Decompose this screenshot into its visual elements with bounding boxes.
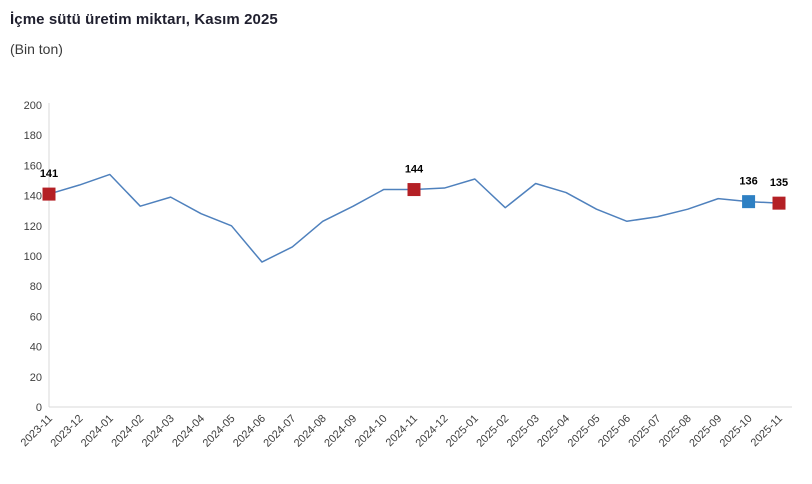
data-label: 141 [40,168,58,180]
data-label: 144 [405,164,424,176]
y-tick-label: 120 [24,221,42,233]
x-tick-label: 2025-03 [505,413,542,450]
highlight-marker [42,187,56,201]
x-tick-label: 2024-09 [322,413,359,450]
y-tick-label: 200 [24,100,42,112]
y-tick-label: 100 [24,251,42,263]
x-tick-label: 2024-06 [231,413,268,450]
y-tick-label: 60 [30,311,42,323]
chart-title: İçme sütü üretim miktarı, Kasım 2025 [10,11,278,28]
x-tick-label: 2025-10 [718,413,755,450]
x-tick-label: 2025-05 [566,413,603,450]
data-label: 135 [770,177,788,189]
highlight-marker [772,196,786,210]
y-tick-label: 40 [30,342,42,354]
chart-unit-subtitle: (Bin ton) [10,41,63,57]
x-tick-label: 2024-01 [79,413,116,450]
y-tick-label: 20 [30,372,42,384]
x-tick-label: 2024-10 [353,413,390,450]
x-tick-label: 2025-02 [474,413,511,450]
y-tick-label: 140 [24,191,42,203]
data-label: 136 [739,176,757,188]
x-tick-label: 2023-12 [49,413,86,450]
y-tick-label: 180 [24,130,42,142]
highlight-marker [742,195,756,209]
x-tick-label: 2025-04 [535,413,572,450]
x-tick-label: 2025-11 [749,413,785,449]
x-tick-label: 2025-07 [626,413,663,450]
y-tick-label: 160 [24,160,42,172]
y-tick-label: 0 [36,402,42,414]
highlight-marker [407,183,421,197]
x-tick-label: 2025-09 [687,413,724,450]
x-tick-label: 2025-08 [657,413,694,450]
y-tick-label: 80 [30,281,42,293]
x-tick-label: 2024-03 [140,413,177,450]
x-tick-label: 2024-02 [109,413,146,450]
x-tick-label: 2024-12 [414,413,451,450]
x-tick-label: 2024-07 [261,413,298,450]
x-tick-label: 2024-04 [170,413,207,450]
x-tick-label: 2025-01 [444,413,481,450]
x-tick-label: 2025-06 [596,413,633,450]
x-tick-label: 2024-05 [201,413,238,450]
x-tick-label: 2024-08 [292,413,329,450]
